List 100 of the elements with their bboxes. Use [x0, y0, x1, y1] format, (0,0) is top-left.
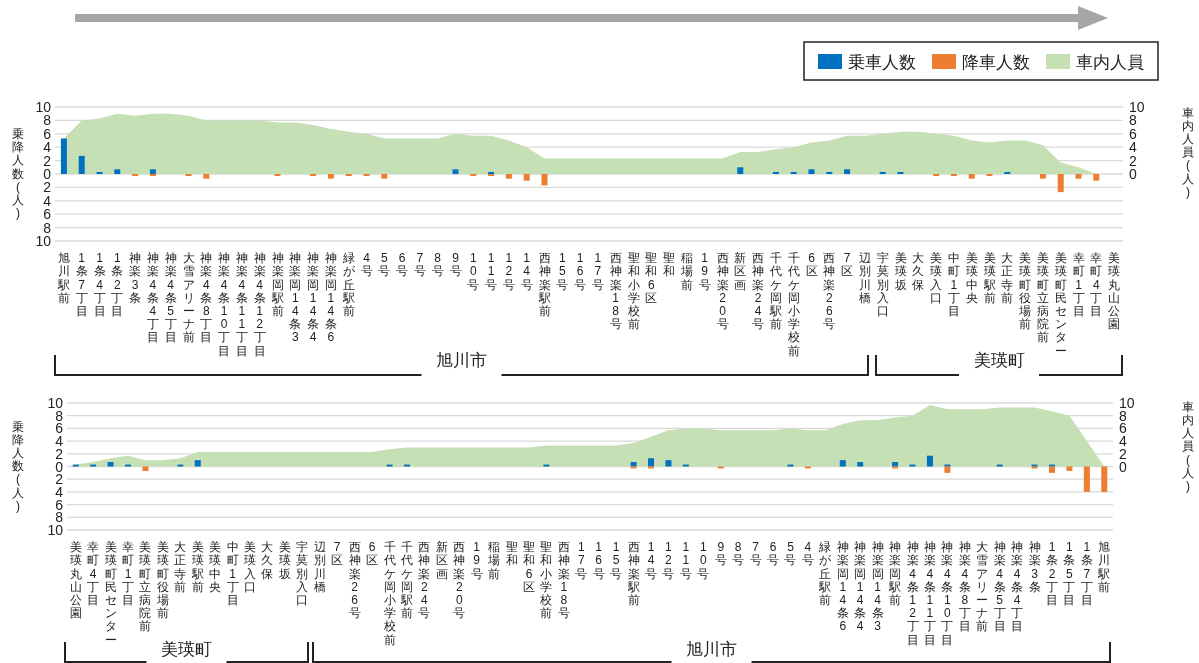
bar	[203, 174, 210, 179]
x-tick-label: 12号	[662, 540, 675, 581]
x-tick-label: 神楽岡駅前	[270, 251, 284, 318]
x-tick-label: 16号	[592, 540, 605, 581]
x-tick-label: 神楽4条11丁目	[235, 251, 248, 358]
bar	[327, 174, 334, 179]
bar	[523, 174, 530, 181]
x-tick-label: 神楽岡14条4	[307, 251, 320, 345]
x-tick-label: 美瑛町民センター	[104, 540, 117, 647]
bar	[452, 169, 459, 174]
x-tick-label: 8号	[732, 540, 745, 568]
x-tick-label: 美瑛町立病院前	[139, 540, 152, 634]
x-tick-label: 神楽4条12丁目	[253, 251, 266, 358]
bar	[149, 169, 156, 174]
x-tick-label: 大雪アリーナ前	[976, 540, 989, 634]
x-tick-label: 稲場前	[487, 540, 501, 581]
bar	[772, 171, 779, 174]
x-tick-label: 11号	[679, 540, 692, 581]
x-tick-label: 美瑛町役場前	[1018, 251, 1032, 332]
legend-label: 降車人数	[962, 53, 1030, 72]
bar	[185, 174, 192, 177]
x-tick-label: 7区	[841, 251, 854, 279]
x-tick-label: 美瑛町民センター	[1054, 251, 1067, 358]
x-tick-label: 17号	[591, 251, 604, 292]
bar	[310, 174, 317, 177]
x-tick-label: 幸町1丁目	[122, 540, 135, 607]
x-tick-label: 西神楽18号	[609, 251, 622, 332]
x-tick-label: 14号	[520, 251, 533, 292]
y-axis-title: 乗降人数(人)	[12, 127, 24, 221]
x-tick-label: 神楽岡14条3	[289, 251, 302, 345]
x-tick-label: 辺別川橋	[858, 251, 871, 305]
legend-label: 車内人員	[1076, 53, 1144, 72]
x-tick-label: 聖和6区	[645, 251, 658, 305]
x-tick-label: 西神楽26号	[823, 251, 836, 332]
bar	[505, 174, 512, 179]
bar	[897, 171, 904, 174]
x-tick-label: 旭川駅前	[1097, 540, 1111, 594]
x-tick-label: 中町1丁目	[226, 540, 239, 607]
x-tick-label: 6号	[767, 540, 780, 568]
x-tick-label: 神楽岡駅前	[888, 540, 902, 607]
x-tick-label: 聖和6区	[522, 540, 535, 594]
bar	[968, 174, 975, 179]
bar	[790, 171, 797, 174]
x-tick-label: 5号	[378, 251, 391, 279]
x-tick-label: 大久保	[261, 540, 274, 581]
x-tick-label: 緑が丘駅前	[818, 540, 833, 607]
x-tick-label: 11号	[485, 251, 498, 292]
text: 美瑛町	[973, 351, 1025, 370]
x-tick-label: 神楽4条12丁目	[906, 540, 919, 647]
x-tick-label: 神楽岡14条6	[324, 251, 337, 345]
bar	[950, 174, 957, 177]
y-axis-title: 乗降人数(人)	[12, 419, 24, 513]
bar	[96, 171, 103, 174]
x-tick-label: 中町1丁目	[947, 251, 960, 318]
x-tick-label: 辺別川橋	[313, 540, 326, 594]
bar	[926, 455, 933, 467]
x-tick-label: 大正寺前	[1001, 251, 1014, 305]
x-tick-label: 4号	[801, 540, 814, 568]
bar	[78, 155, 85, 174]
x-tick-label: 幸町1丁目	[1072, 251, 1085, 318]
bar	[648, 458, 655, 467]
x-tick-label: 新区画	[734, 251, 747, 292]
bar	[1048, 466, 1055, 473]
x-tick-label: 美瑛中央	[965, 251, 978, 305]
x-tick-label: 美瑛丸山公園	[1108, 251, 1121, 332]
x-tick-label: 1条2丁目	[1045, 540, 1058, 607]
x-tick-label: 6号	[396, 251, 409, 279]
x-tick-label: 神楽4条4丁目	[1011, 540, 1024, 634]
x-tick-label: 美瑛町立病院前	[1036, 251, 1049, 345]
y-tick-label: 10	[35, 99, 52, 115]
x-tick-label: 7区	[331, 540, 344, 568]
text: 美瑛町	[161, 640, 212, 659]
bar	[114, 169, 121, 174]
x-tick-label: 17号	[575, 540, 588, 581]
x-tick-label: 神楽4条10丁目	[941, 540, 954, 647]
x-tick-label: 神楽4条8丁目	[200, 251, 213, 345]
x-tick-label: 神楽4条11丁目	[923, 540, 936, 647]
x-tick-label: 緑が丘駅前	[341, 251, 356, 318]
y2-tick-label: 10	[1129, 99, 1145, 115]
x-tick-label: 美瑛駅前	[190, 540, 204, 594]
x-tick-label: 神楽岡14条4	[854, 540, 867, 634]
x-tick-label: 大雪アリーナ前	[182, 251, 195, 345]
x-tick-label: 8号	[431, 251, 444, 279]
x-tick-label: 幸町4丁目	[87, 540, 100, 607]
legend-label: 乗車人数	[848, 53, 916, 72]
x-tick-label: 美瑛入口	[930, 251, 943, 305]
y-tick-label: 0	[43, 166, 52, 182]
x-tick-label: 聖和	[663, 251, 676, 279]
bar	[1075, 174, 1082, 179]
y-tick-label: 10	[35, 233, 52, 249]
x-tick-label: 美瑛中央	[209, 540, 222, 594]
bar	[363, 174, 370, 177]
bar	[1004, 171, 1011, 174]
x-tick-label: 神楽4条8丁目	[958, 540, 971, 634]
bar	[839, 460, 846, 467]
bar	[149, 174, 156, 177]
x-tick-label: 1条4丁目	[93, 251, 106, 318]
y2-tick-label: 0	[1129, 166, 1137, 182]
bar	[826, 171, 833, 174]
x-tick-label: 神楽岡14条6	[836, 540, 849, 634]
